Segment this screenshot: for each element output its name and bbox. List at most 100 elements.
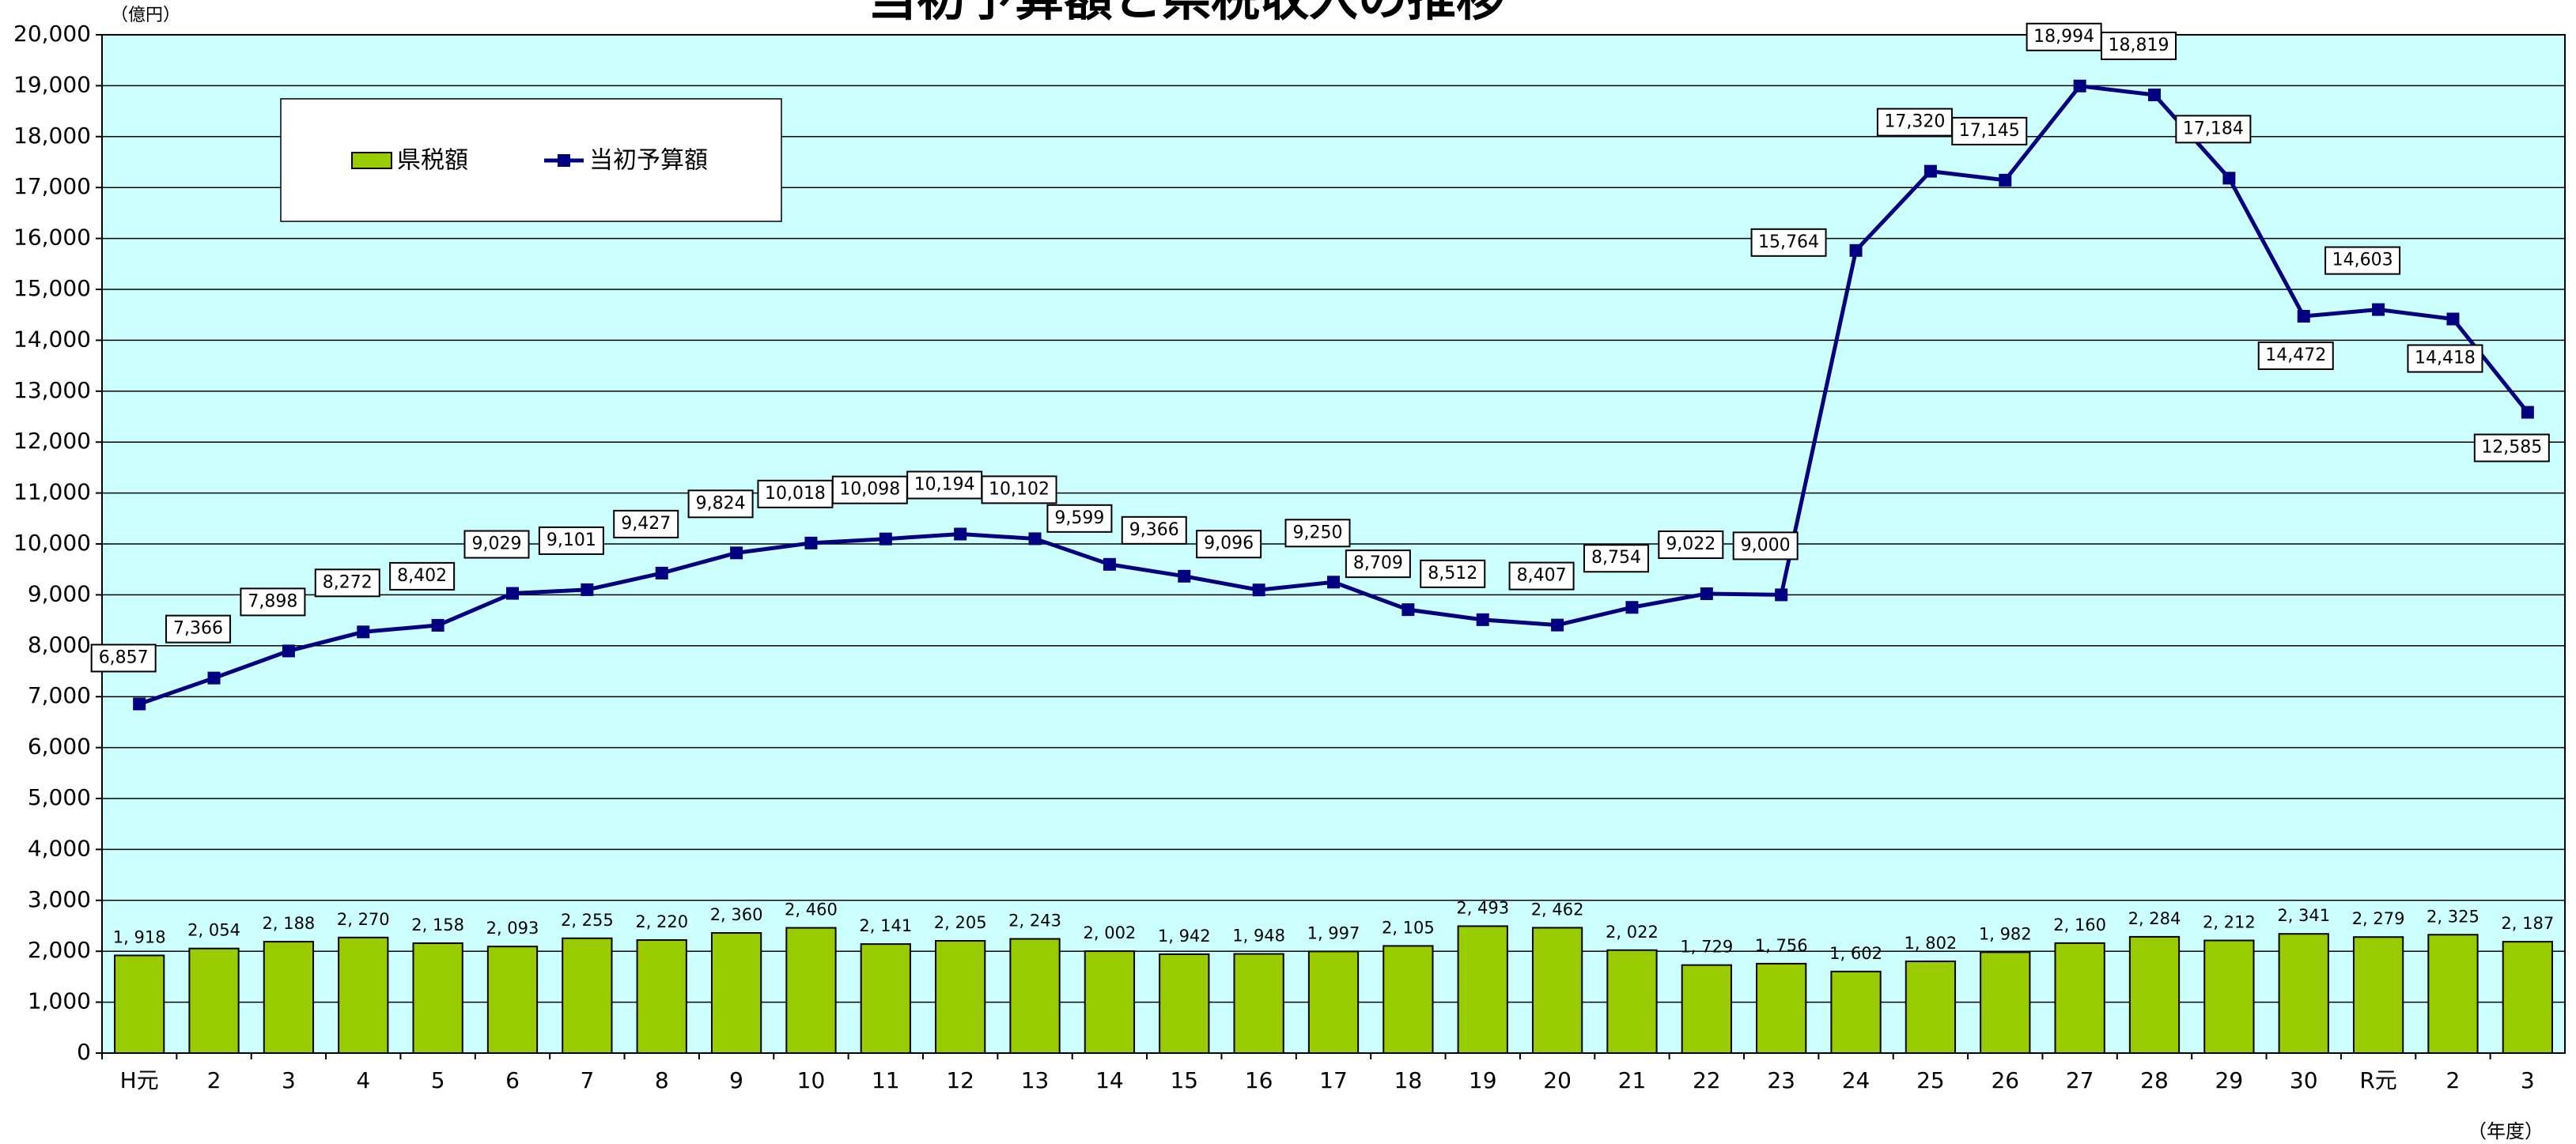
y-tick-label: 11,000 (13, 479, 91, 505)
y-tick-label: 12,000 (13, 428, 91, 454)
y-tick-label: 15,000 (13, 275, 91, 301)
bar (2278, 933, 2329, 1055)
line-label: 17,184 (2183, 119, 2244, 138)
x-tick-label: 13 (1021, 1067, 1050, 1093)
label-box (1951, 116, 2028, 145)
y-tick-label: 3,000 (28, 886, 91, 912)
bar (188, 947, 240, 1055)
bar (263, 941, 315, 1054)
line-label: 15,764 (1758, 232, 1819, 252)
line-label: 8,402 (397, 566, 447, 586)
line-label: 18,994 (2033, 27, 2094, 47)
label-box (831, 475, 908, 504)
line-label: 7,366 (173, 619, 223, 639)
x-tick-label: 2 (207, 1067, 221, 1093)
line-marker (2521, 406, 2534, 419)
line-label: 9,366 (1129, 520, 1179, 540)
bar-label: 2, 220 (635, 912, 688, 931)
line-label: 8,272 (323, 572, 373, 592)
x-tick-label: 11 (872, 1067, 900, 1093)
y-tick-label: 0 (77, 1039, 91, 1065)
bar (636, 939, 687, 1054)
line-marker (207, 671, 221, 685)
line-marker (954, 527, 967, 541)
chart-title: 当初予算額と県税収入の推移 (868, 0, 1505, 27)
line-marker (1252, 583, 1265, 597)
bar (1159, 953, 1210, 1054)
bar (2427, 934, 2479, 1055)
bar (1457, 925, 1508, 1054)
bar-label: 1, 948 (1232, 927, 1285, 946)
line-label: 7,898 (248, 591, 297, 611)
bar (785, 927, 837, 1055)
bar-label: 2, 341 (2277, 906, 2330, 925)
x-tick-label: 14 (1095, 1067, 1124, 1093)
x-tick-label: 21 (1618, 1067, 1647, 1093)
bar (1756, 962, 1807, 1054)
line-label: 9,000 (1741, 535, 1791, 555)
line-marker (1923, 164, 1937, 178)
x-tick-label: 10 (797, 1067, 826, 1093)
bar (486, 946, 539, 1055)
label-box (2026, 22, 2102, 51)
label-box (2175, 115, 2252, 144)
label-box (2407, 344, 2483, 373)
bar (860, 943, 911, 1055)
y-tick-label: 18,000 (13, 123, 91, 149)
label-box (1196, 530, 1262, 559)
bar-label: 1, 997 (1307, 923, 1360, 942)
x-tick-label: 12 (946, 1067, 974, 1093)
bar-label: 2, 493 (1456, 898, 1509, 917)
bar-label: 2, 279 (2352, 909, 2405, 928)
bar-label: 2, 158 (411, 916, 464, 934)
line-marker (1625, 601, 1639, 614)
line-marker (357, 625, 370, 639)
line-label: 8,709 (1353, 553, 1403, 573)
x-tick-label: 23 (1767, 1067, 1795, 1093)
label-box (463, 530, 530, 559)
bar-label: 1, 982 (1979, 924, 2032, 943)
bar-label: 2, 187 (2501, 914, 2554, 933)
bar-label: 2, 160 (2053, 916, 2106, 934)
y-tick-label: 17,000 (13, 173, 91, 199)
line-marker (1849, 244, 1863, 257)
label-box (1750, 228, 1827, 257)
label-box (757, 479, 834, 508)
line-marker (1401, 603, 1415, 617)
bar-label: 1, 802 (1905, 934, 1958, 953)
line-marker (879, 532, 892, 546)
line-label: 9,824 (696, 493, 746, 513)
bar-label: 2, 205 (934, 913, 987, 932)
x-tick-label: 25 (1916, 1067, 1945, 1093)
line-label: 10,018 (765, 484, 826, 504)
x-tick-label: 6 (505, 1067, 520, 1093)
bar (562, 937, 613, 1054)
x-tick-label: 24 (1842, 1067, 1871, 1093)
line-label: 18,819 (2109, 36, 2169, 55)
line-label: 8,754 (1591, 548, 1641, 568)
x-tick-label: 26 (1991, 1067, 2019, 1093)
line-label: 9,427 (621, 514, 671, 534)
line-marker (506, 587, 519, 600)
line-marker (1476, 613, 1489, 626)
line-marker (282, 644, 295, 658)
bar-label: 2, 105 (1382, 918, 1435, 937)
y-tick-label: 9,000 (28, 580, 91, 606)
line-marker (2372, 303, 2385, 316)
legend-marker (558, 154, 570, 167)
line-label: 8,407 (1517, 566, 1567, 586)
bar (1980, 951, 2031, 1055)
label-box (1658, 530, 1724, 559)
bar-label: 1, 602 (1829, 944, 1882, 963)
bar (935, 939, 986, 1055)
bar-label: 1, 918 (113, 927, 166, 946)
line-label: 10,098 (839, 480, 900, 500)
line-label: 9,599 (1054, 508, 1104, 528)
line-marker (133, 697, 146, 711)
bar-label: 2, 212 (2203, 913, 2256, 932)
legend-label: 当初予算額 (589, 147, 708, 175)
y-tick-label: 19,000 (13, 71, 91, 97)
line-marker (2148, 89, 2161, 102)
line-marker (1028, 532, 1042, 546)
